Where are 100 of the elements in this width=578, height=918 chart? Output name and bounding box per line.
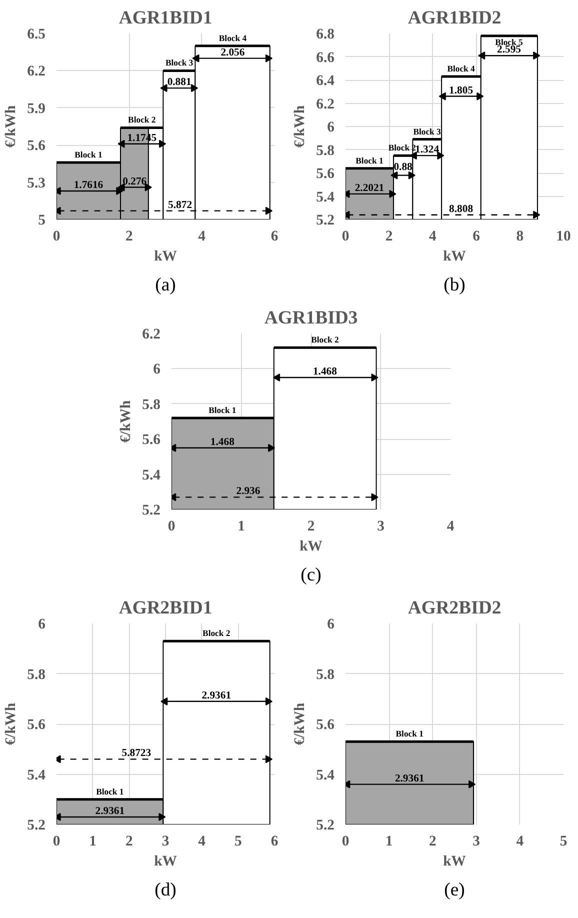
- annotation: Block 1: [396, 728, 424, 739]
- annotation: Block 4: [218, 32, 248, 43]
- annotation: 1.468: [210, 436, 234, 448]
- annotation: 0.276: [122, 176, 148, 188]
- annotation: 5.8723: [122, 748, 152, 760]
- x-axis-title: kW: [154, 248, 178, 264]
- annotation: Block 5: [495, 36, 524, 47]
- x-axis-title: kW: [443, 854, 466, 870]
- x-tick-label: 4: [429, 228, 438, 244]
- x-tick-label: 6: [270, 228, 278, 244]
- x-tick-label: 0: [168, 518, 176, 534]
- y-tick-label: 5.4: [27, 767, 46, 784]
- y-tick-label: 5.6: [27, 717, 46, 733]
- y-axis-title: €/kWh: [118, 400, 134, 443]
- text: (a): [155, 274, 176, 296]
- annotation: 2.2021: [354, 182, 384, 194]
- annotation: Block 4: [447, 64, 476, 74]
- y-tick-label: 5.8: [142, 396, 161, 413]
- x-tick-label: 2: [385, 228, 393, 244]
- y-tick-label: 6.5: [27, 26, 46, 42]
- y-tick-label: 5.6: [27, 138, 46, 154]
- x-tick-label: 3: [162, 834, 170, 850]
- y-tick-label: 5.2: [316, 212, 335, 228]
- y-tick-label: 5.9: [27, 100, 46, 117]
- chart-title: AGR2BID1: [118, 598, 212, 618]
- x-axis-title: kW: [300, 538, 323, 554]
- y-tick-label: 5.3: [27, 175, 46, 192]
- annotation: Block 2: [311, 334, 339, 345]
- y-tick-label: 5.6: [316, 717, 335, 733]
- y-tick-label: 6.2: [27, 64, 46, 80]
- x-tick-label: 8: [516, 228, 524, 244]
- x-tick-label: 0: [342, 228, 350, 244]
- annotation: 0.88: [394, 162, 412, 173]
- x-tick-label: 2: [307, 518, 315, 534]
- y-tick-label: 6: [327, 120, 334, 136]
- y-tick-label: 6: [327, 616, 334, 632]
- x-axis-title: kW: [154, 854, 178, 870]
- annotation: Block 1: [74, 149, 102, 160]
- annotation: Block 1: [208, 404, 236, 415]
- x-tick-label: 2: [126, 834, 133, 850]
- x-tick-label: 2: [429, 834, 436, 850]
- annotation: 5.872: [168, 200, 192, 211]
- x-tick-label: 3: [472, 834, 480, 850]
- y-tick-label: 6: [38, 616, 46, 632]
- y-tick-label: 5.8: [316, 142, 335, 159]
- annotation: 1.324: [415, 144, 440, 156]
- y-axis-title: €/kWh: [3, 702, 20, 746]
- text: (b): [444, 274, 466, 296]
- y-tick-label: 5.4: [316, 189, 336, 206]
- chart-title: AGR1BID2: [408, 8, 502, 28]
- x-tick-label: 10: [556, 228, 571, 244]
- annotation: 2.9361: [202, 690, 232, 702]
- annotation: Block 1: [96, 786, 124, 796]
- annotation: 0.881: [167, 77, 192, 88]
- y-tick-label: 5.6: [142, 432, 161, 448]
- x-tick-label: 4: [446, 518, 455, 534]
- annotation: Block 3: [165, 58, 194, 68]
- x-tick-label: 4: [198, 834, 206, 850]
- x-axis-title: kW: [443, 248, 466, 264]
- text: (d): [154, 880, 176, 900]
- annotation: 2.595: [497, 44, 521, 56]
- annotation: 2.9361: [394, 773, 424, 784]
- text: (e): [444, 880, 465, 900]
- chart-title: AGR1BID3: [264, 308, 358, 328]
- y-tick-label: 5.8: [27, 666, 46, 683]
- x-tick-label: 3: [377, 518, 384, 534]
- x-tick-label: 0: [342, 834, 350, 850]
- y-tick-label: 6.8: [316, 26, 335, 42]
- x-tick-label: 0: [52, 228, 60, 244]
- y-tick-label: 5.8: [316, 666, 335, 683]
- y-tick-label: 6: [153, 362, 160, 378]
- annotation: Block 1: [356, 155, 384, 166]
- annotation: 8.808: [449, 204, 474, 215]
- y-tick-label: 5.2: [142, 502, 161, 518]
- y-tick-label: 5.2: [27, 818, 46, 834]
- chart-title: AGR2BID2: [408, 598, 502, 618]
- x-tick-label: 2: [126, 228, 133, 244]
- y-tick-label: 5.4: [316, 767, 336, 784]
- y-tick-label: 6.6: [316, 50, 335, 66]
- x-tick-label: 6: [472, 228, 480, 244]
- y-tick-label: 6.4: [316, 73, 336, 89]
- text: (c): [300, 564, 322, 586]
- y-tick-label: 5: [38, 212, 46, 228]
- annotation: Block 2: [128, 114, 156, 125]
- annotation: Block 2: [202, 628, 230, 638]
- x-tick-label: 1: [238, 518, 245, 534]
- y-tick-label: 5.6: [316, 166, 335, 182]
- x-tick-label: 1: [89, 834, 96, 850]
- y-tick-label: 6.2: [142, 326, 161, 342]
- x-tick-label: 5: [234, 834, 242, 850]
- x-tick-label: 0: [52, 834, 60, 850]
- chart-title: AGR1BID1: [118, 8, 212, 28]
- y-axis-title: €/kWh: [292, 702, 308, 746]
- annotation: 1.805: [449, 85, 474, 96]
- y-tick-label: 5.4: [142, 467, 162, 484]
- annotation: 1.468: [312, 366, 337, 378]
- annotation: 2.936: [236, 486, 261, 498]
- x-tick-label: 6: [270, 834, 278, 850]
- annotation: Block 3: [413, 126, 442, 136]
- y-axis-title: €/kWh: [292, 105, 308, 148]
